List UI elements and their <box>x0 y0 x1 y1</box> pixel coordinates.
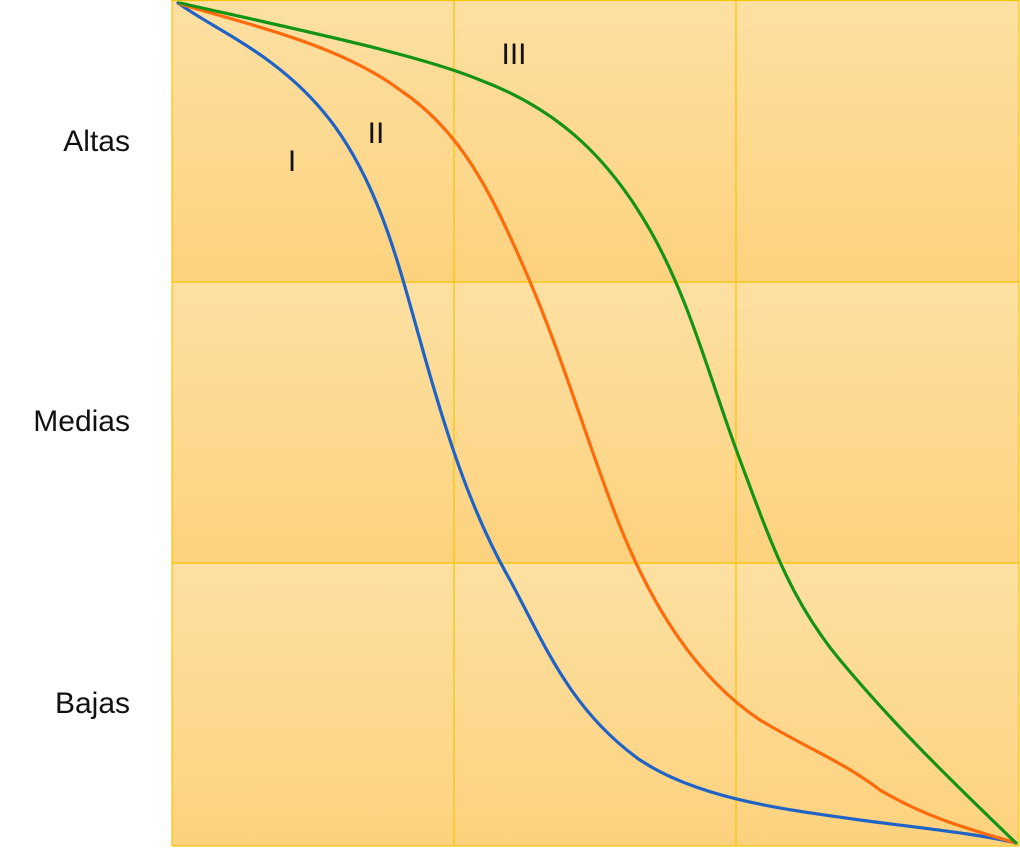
grid-cells <box>172 0 1019 846</box>
grid-cell <box>172 282 454 563</box>
curve-i <box>176 1 1018 845</box>
grid-cell <box>736 0 1019 282</box>
grid-cell <box>172 563 454 846</box>
grid-cell <box>454 0 736 282</box>
curve-label-ii: II <box>368 117 385 150</box>
curve-ii <box>178 2 1018 845</box>
grid-cell <box>172 0 454 282</box>
curve-label-i: I <box>288 145 296 178</box>
row-label-medium: Medias <box>33 405 130 438</box>
grid-cell <box>454 282 736 563</box>
grid-cell <box>454 563 736 846</box>
grid-border <box>171 0 1020 847</box>
row-label-low: Bajas <box>55 687 130 720</box>
curve-iii <box>178 1 1018 845</box>
curves <box>176 1 1018 845</box>
grid-cell <box>736 282 1019 563</box>
curve-label-iii: III <box>501 38 526 71</box>
row-label-high: Altas <box>63 125 130 158</box>
